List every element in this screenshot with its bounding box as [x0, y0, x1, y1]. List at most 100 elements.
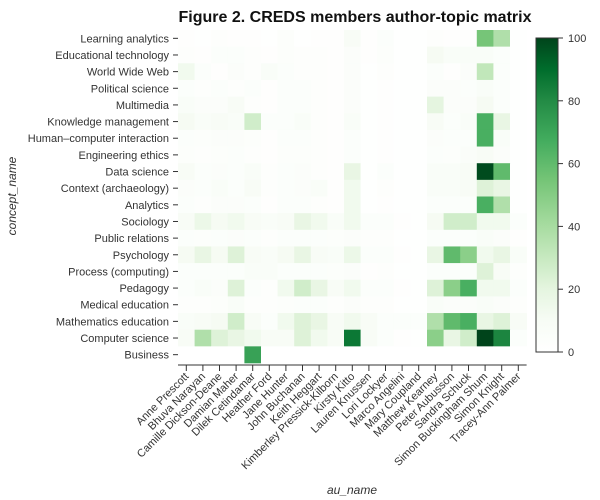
y-tick-label: Analytics — [125, 200, 170, 212]
heatmap-cell — [178, 63, 195, 81]
heatmap-cell — [360, 46, 378, 64]
heatmap-cell — [261, 246, 278, 264]
heatmap-cell — [261, 179, 278, 197]
heatmap-cell — [211, 96, 229, 114]
heatmap-cell — [510, 46, 527, 64]
heatmap-cell — [194, 279, 212, 297]
heatmap-cell — [360, 146, 378, 164]
y-tick-label: Educational technology — [55, 50, 169, 62]
heatmap-cell — [460, 196, 478, 214]
heatmap-cell — [194, 179, 212, 197]
heatmap-cell — [178, 263, 195, 281]
heatmap-cell — [244, 196, 262, 214]
heatmap-cell — [310, 96, 328, 114]
heatmap-cell — [227, 213, 245, 231]
heatmap-cell — [294, 30, 312, 47]
colorbar-tick-label: 60 — [568, 159, 580, 171]
heatmap-cell — [211, 179, 229, 197]
chart-title: Figure 2. CREDS members author-topic mat… — [179, 9, 532, 26]
heatmap-cell — [393, 213, 411, 231]
heatmap-cell — [194, 46, 212, 64]
heatmap-cell — [377, 313, 395, 330]
heatmap-cell — [294, 246, 312, 264]
heatmap-cell — [476, 96, 494, 114]
heatmap-cell — [393, 113, 411, 131]
heatmap-cell — [460, 113, 478, 131]
heatmap-cell — [360, 179, 378, 197]
heatmap-cell — [277, 30, 295, 47]
heatmap-cell — [178, 229, 195, 247]
heatmap-cell — [427, 263, 444, 281]
heatmap-cell — [460, 296, 478, 314]
heatmap-cell — [510, 196, 527, 214]
y-tick-label: Political science — [91, 83, 169, 95]
heatmap-cell — [310, 113, 328, 131]
heatmap-cell — [360, 346, 378, 364]
heatmap-cell — [344, 229, 361, 247]
heatmap-cell — [460, 30, 478, 47]
y-tick-label: Public relations — [94, 233, 169, 245]
heatmap-cell — [360, 313, 378, 330]
heatmap-cell — [476, 329, 494, 347]
heatmap-cell — [211, 279, 229, 297]
heatmap-cell — [310, 279, 328, 297]
heatmap-cell — [310, 146, 328, 164]
heatmap-cell — [194, 196, 212, 214]
heatmap-cell — [410, 129, 428, 147]
heatmap-cell — [194, 263, 212, 281]
heatmap-cell — [178, 179, 195, 197]
heatmap-cell — [360, 263, 378, 281]
heatmap-cell — [227, 163, 245, 181]
heatmap-cell — [393, 146, 411, 164]
heatmap-cell — [476, 296, 494, 314]
heatmap-cell — [460, 46, 478, 64]
heatmap-cell — [510, 329, 527, 347]
heatmap-cell — [443, 246, 461, 264]
heatmap-cell — [327, 313, 345, 330]
heatmap-cell — [493, 163, 511, 181]
heatmap-cell — [443, 229, 461, 247]
heatmap-cell — [277, 196, 295, 214]
heatmap-cell — [327, 30, 345, 47]
heatmap-cell — [510, 346, 527, 364]
heatmap-cell — [410, 246, 428, 264]
heatmap-cell — [476, 229, 494, 247]
heatmap-cell — [427, 296, 444, 314]
heatmap-cell — [244, 113, 262, 131]
heatmap-cell — [344, 163, 361, 181]
heatmap-cell — [360, 163, 378, 181]
heatmap-cell — [443, 196, 461, 214]
heatmap-cell — [227, 196, 245, 214]
heatmap-cell — [393, 313, 411, 330]
heatmap-cell — [277, 96, 295, 114]
heatmap-cell — [460, 163, 478, 181]
heatmap-cell — [427, 346, 444, 364]
heatmap-cell — [327, 179, 345, 197]
heatmap-cell — [427, 329, 444, 347]
heatmap-cell — [476, 179, 494, 197]
heatmap-cell — [211, 163, 229, 181]
heatmap-cell — [410, 113, 428, 131]
heatmap-cell — [310, 196, 328, 214]
heatmap-cell — [377, 296, 395, 314]
heatmap-cell — [178, 30, 195, 47]
heatmap-cell — [493, 263, 511, 281]
y-tick-label: Pedagogy — [119, 283, 169, 295]
heatmap-cell — [327, 279, 345, 297]
heatmap-cell — [493, 196, 511, 214]
heatmap-cell — [460, 279, 478, 297]
y-tick-label: Engineering ethics — [78, 150, 169, 162]
heatmap-cell — [178, 129, 195, 147]
heatmap-cell — [178, 313, 195, 330]
heatmap-cell — [493, 313, 511, 330]
heatmap-cell — [310, 30, 328, 47]
heatmap-cell — [261, 263, 278, 281]
heatmap-cell — [227, 96, 245, 114]
heatmap-cell — [194, 229, 212, 247]
colorbar-tick-label: 0 — [568, 347, 574, 359]
heatmap-cell — [476, 129, 494, 147]
heatmap-cell — [493, 96, 511, 114]
y-axis-title: concept_name — [5, 156, 19, 235]
heatmap-cell — [476, 346, 494, 364]
